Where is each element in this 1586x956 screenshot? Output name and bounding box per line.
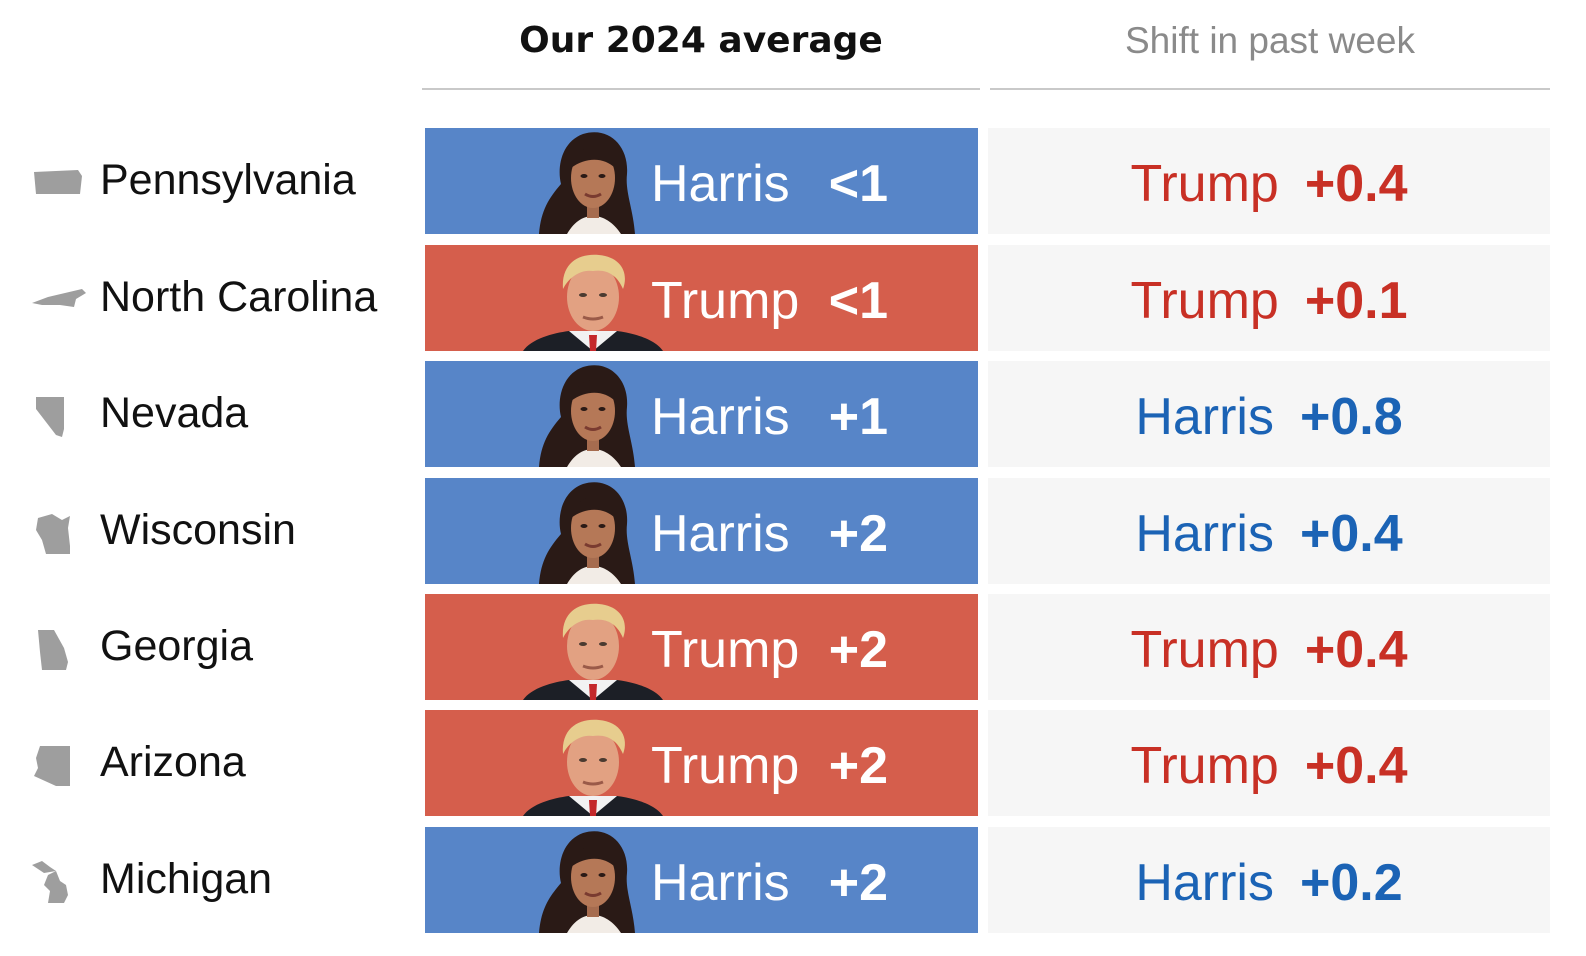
shift-leader-label: Harris	[1135, 854, 1274, 912]
trump-portrait-icon	[523, 245, 663, 351]
harris-portrait-icon	[523, 478, 663, 584]
shift-column-header: Shift in past week	[990, 14, 1550, 90]
average-margin-value: +2	[828, 737, 888, 795]
shift-cell: Trump +0.1	[988, 245, 1550, 351]
shift-leader-label: Harris	[1135, 388, 1274, 446]
shift-label: Trump +0.4	[988, 620, 1550, 680]
georgia-state-icon	[30, 622, 86, 672]
shift-value: +0.4	[1304, 155, 1408, 213]
state-name: Arizona	[100, 738, 246, 786]
shift-label: Trump +0.1	[988, 271, 1550, 331]
harris-portrait-icon	[523, 827, 663, 933]
shift-label: Trump +0.4	[988, 736, 1550, 796]
north-carolina-state-icon	[30, 273, 86, 323]
arizona-state-icon	[30, 738, 86, 788]
state-name: Nevada	[100, 389, 249, 437]
average-cell: Harris <1	[425, 128, 978, 234]
shift-cell: Trump +0.4	[988, 128, 1550, 234]
state-name: Georgia	[100, 622, 253, 670]
shift-leader-label: Trump	[1130, 272, 1279, 330]
average-cell: Harris +2	[425, 827, 978, 933]
table-row: Arizona Trump +2 Trump +0.4	[0, 710, 1586, 816]
table-row: Michigan Harris +2 Harris +0.2	[0, 827, 1586, 933]
average-leader-label: Harris	[651, 388, 790, 446]
shift-value: +0.2	[1300, 854, 1403, 912]
average-column-header: Our 2024 average	[422, 14, 980, 90]
table-row: North Carolina Trump <1 Trump +0.1	[0, 245, 1586, 351]
shift-value: +0.1	[1304, 272, 1408, 330]
table-row: Pennsylvania Harris <1 Trump +0.4	[0, 128, 1586, 234]
shift-cell: Harris +0.2	[988, 827, 1550, 933]
state-name: Wisconsin	[100, 506, 296, 554]
state-name: Michigan	[100, 855, 273, 903]
shift-leader-label: Trump	[1130, 737, 1279, 795]
average-cell: Trump +2	[425, 594, 978, 700]
state-name: Pennsylvania	[100, 156, 356, 204]
michigan-state-icon	[30, 855, 86, 905]
shift-label: Trump +0.4	[988, 154, 1550, 214]
average-cell: Trump +2	[425, 710, 978, 816]
shift-cell: Harris +0.8	[988, 361, 1550, 467]
average-leader-label: Harris	[651, 505, 790, 563]
average-leader-label: Trump	[651, 272, 800, 330]
table-row: Wisconsin Harris +2 Harris +0.4	[0, 478, 1586, 584]
shift-label: Harris +0.2	[988, 853, 1550, 913]
average-cell: Harris +1	[425, 361, 978, 467]
average-leader-label: Trump	[651, 737, 800, 795]
pennsylvania-state-icon	[30, 156, 86, 206]
shift-label: Harris +0.4	[988, 504, 1550, 564]
nevada-state-icon	[30, 389, 86, 439]
average-leader-label: Harris	[651, 155, 790, 213]
state-name: North Carolina	[100, 273, 378, 321]
average-cell: Harris +2	[425, 478, 978, 584]
shift-label: Harris +0.8	[988, 387, 1550, 447]
average-leader-label: Trump	[651, 621, 800, 679]
trump-portrait-icon	[523, 710, 663, 816]
harris-portrait-icon	[523, 361, 663, 467]
shift-leader-label: Trump	[1130, 621, 1279, 679]
average-leader-label: Harris	[651, 854, 790, 912]
shift-value: +0.4	[1300, 505, 1403, 563]
table-row: Georgia Trump +2 Trump +0.4	[0, 594, 1586, 700]
shift-leader-label: Harris	[1135, 505, 1274, 563]
average-margin-value: +2	[828, 505, 888, 563]
average-margin-value: <1	[828, 155, 888, 213]
trump-portrait-icon	[523, 594, 663, 700]
average-margin-value: +1	[828, 388, 888, 446]
wisconsin-state-icon	[30, 506, 86, 556]
average-margin-value: +2	[828, 854, 888, 912]
shift-value: +0.4	[1304, 737, 1408, 795]
shift-cell: Trump +0.4	[988, 710, 1550, 816]
average-margin-value: +2	[828, 621, 888, 679]
shift-cell: Harris +0.4	[988, 478, 1550, 584]
shift-cell: Trump +0.4	[988, 594, 1550, 700]
shift-leader-label: Trump	[1130, 155, 1279, 213]
average-cell: Trump <1	[425, 245, 978, 351]
harris-portrait-icon	[523, 128, 663, 234]
table-row: Nevada Harris +1 Harris +0.8	[0, 361, 1586, 467]
average-margin-value: <1	[828, 272, 888, 330]
shift-value: +0.4	[1304, 621, 1408, 679]
shift-value: +0.8	[1300, 388, 1403, 446]
